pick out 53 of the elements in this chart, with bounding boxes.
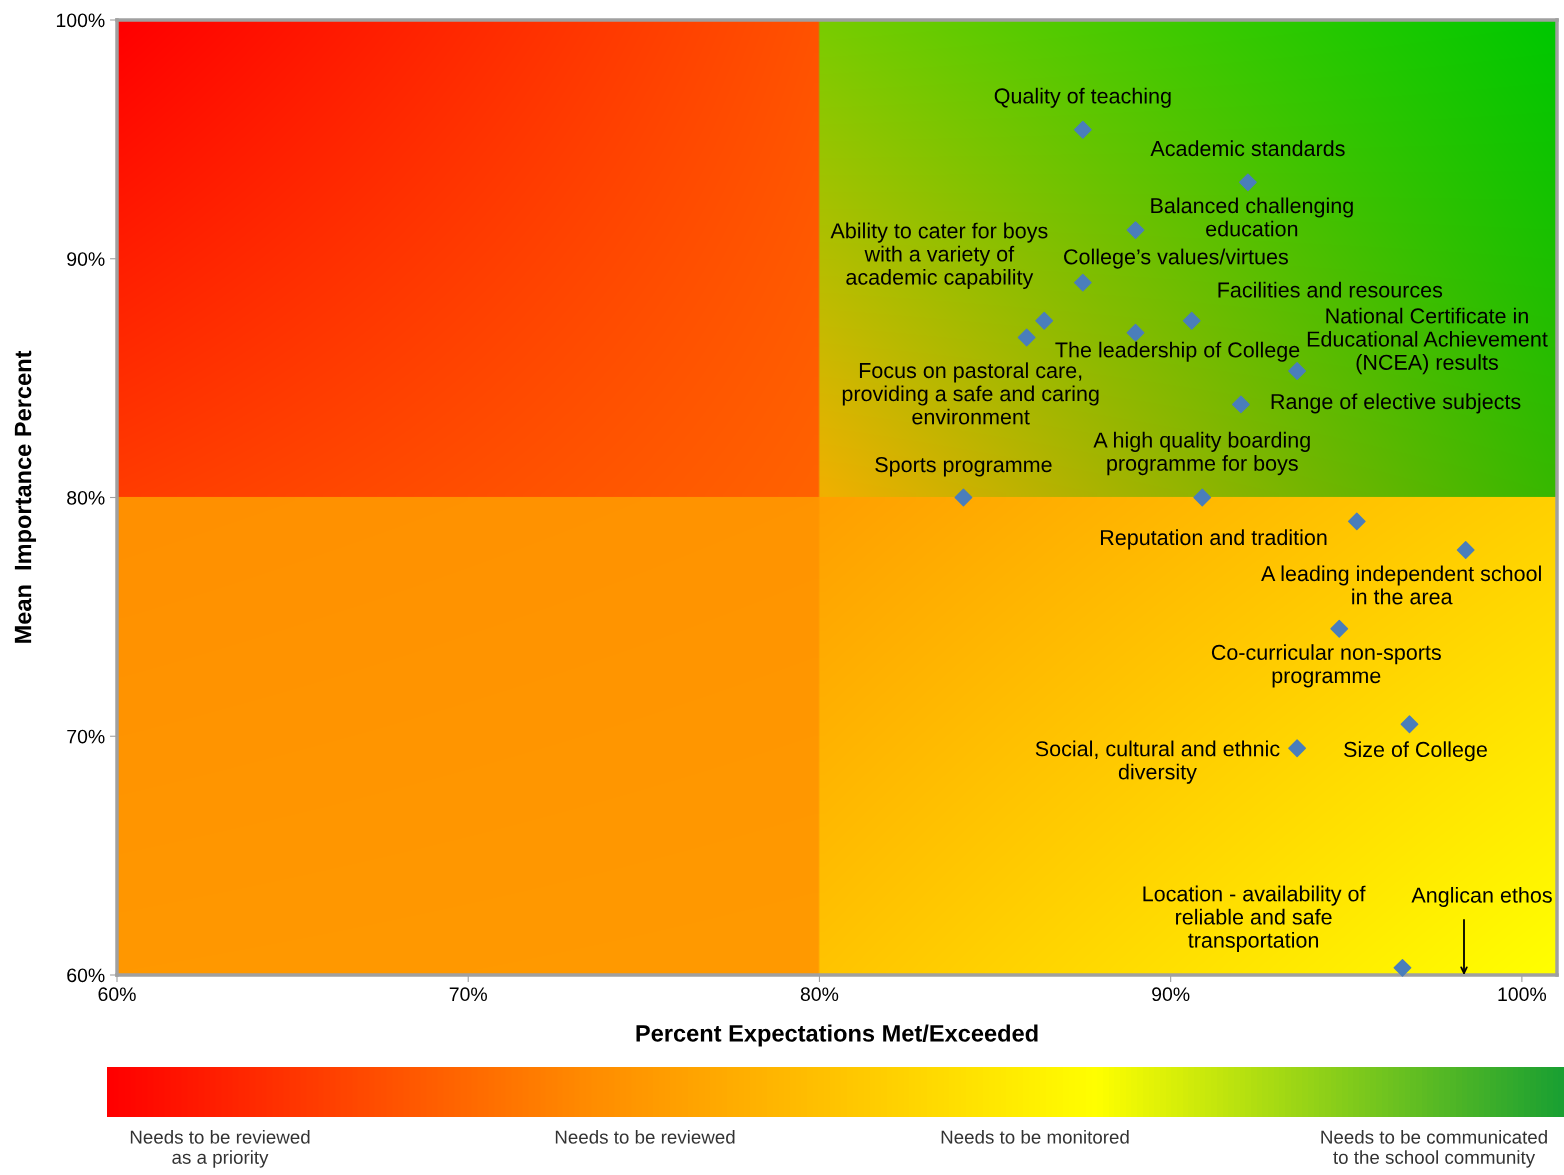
data-label: Range of elective subjects — [1271, 393, 1521, 414]
data-label: Reputation and tradition — [1100, 529, 1327, 550]
data-label: Academic standards — [1150, 140, 1345, 157]
point — [1193, 488, 1212, 507]
data-label: Ability to cater for boys with a variety of academic capability — [830, 222, 1048, 290]
data-label: Co-curricular non-sports programme — [1211, 644, 1441, 688]
data-label: The leadership of College — [1055, 341, 1300, 362]
point — [1400, 715, 1419, 734]
data-label: A leading independent school in the area — [1261, 565, 1541, 605]
point — [1073, 273, 1092, 292]
point — [1126, 323, 1145, 342]
data-label: College’s values/virtues — [1064, 248, 1288, 269]
point — [1347, 512, 1366, 531]
y-tick-label: 100% — [56, 13, 105, 28]
x-tick-label: 90% — [1152, 987, 1190, 1002]
point — [1126, 221, 1145, 240]
y-tick-label: 70% — [67, 729, 105, 744]
x-tick-label: 80% — [800, 987, 839, 1002]
point — [1330, 619, 1349, 638]
point — [1017, 328, 1036, 347]
point — [1393, 958, 1412, 977]
x-axis-title: Percent Expectations Met/Exceeded — [636, 1024, 1038, 1047]
text: Needs to be communicated to the school community — [1321, 1130, 1547, 1168]
x-tick-label: 70% — [449, 987, 487, 1002]
data-label: Location - availability of reliable and safe transportation — [1143, 885, 1366, 953]
point — [1288, 739, 1307, 758]
text: Needs to be reviewed as a priority — [130, 1130, 310, 1168]
point — [1182, 311, 1201, 330]
x-tick-label: 100% — [1498, 987, 1547, 1002]
point — [954, 488, 973, 507]
y-tick-label: 80% — [67, 490, 105, 505]
data-label: National Certificate in Educational Achievement (NCEA) results — [1307, 307, 1548, 375]
y-tick-label: 90% — [67, 252, 105, 266]
x-tick-label: 60% — [98, 987, 136, 1002]
point — [1073, 120, 1092, 139]
data-label: Focus on pastoral care, providing a safe and caring environment — [842, 362, 1099, 425]
annotation: Anglican ethos — [1411, 886, 1552, 908]
data-label: Sports programme — [875, 457, 1052, 477]
data-label: Facilities and resources — [1218, 281, 1443, 298]
y-tick-label: 60% — [67, 968, 105, 983]
data-label: Size of College — [1344, 741, 1487, 762]
point — [1288, 362, 1307, 380]
point — [1231, 395, 1250, 414]
text: Needs to be monitored — [941, 1130, 1129, 1144]
data-label: Social, cultural and ethnic diversity — [1035, 740, 1280, 784]
point — [1239, 173, 1257, 192]
text: Needs to be reviewed — [555, 1130, 735, 1144]
data-label: Quality of teaching — [994, 87, 1171, 108]
point — [1456, 541, 1475, 559]
data-label: Balanced challenging education — [1151, 197, 1353, 237]
data-label: A high quality boarding programme for boys — [1093, 431, 1310, 476]
point — [1035, 311, 1054, 330]
y-axis-title: Mean Importance Percent — [14, 350, 37, 643]
